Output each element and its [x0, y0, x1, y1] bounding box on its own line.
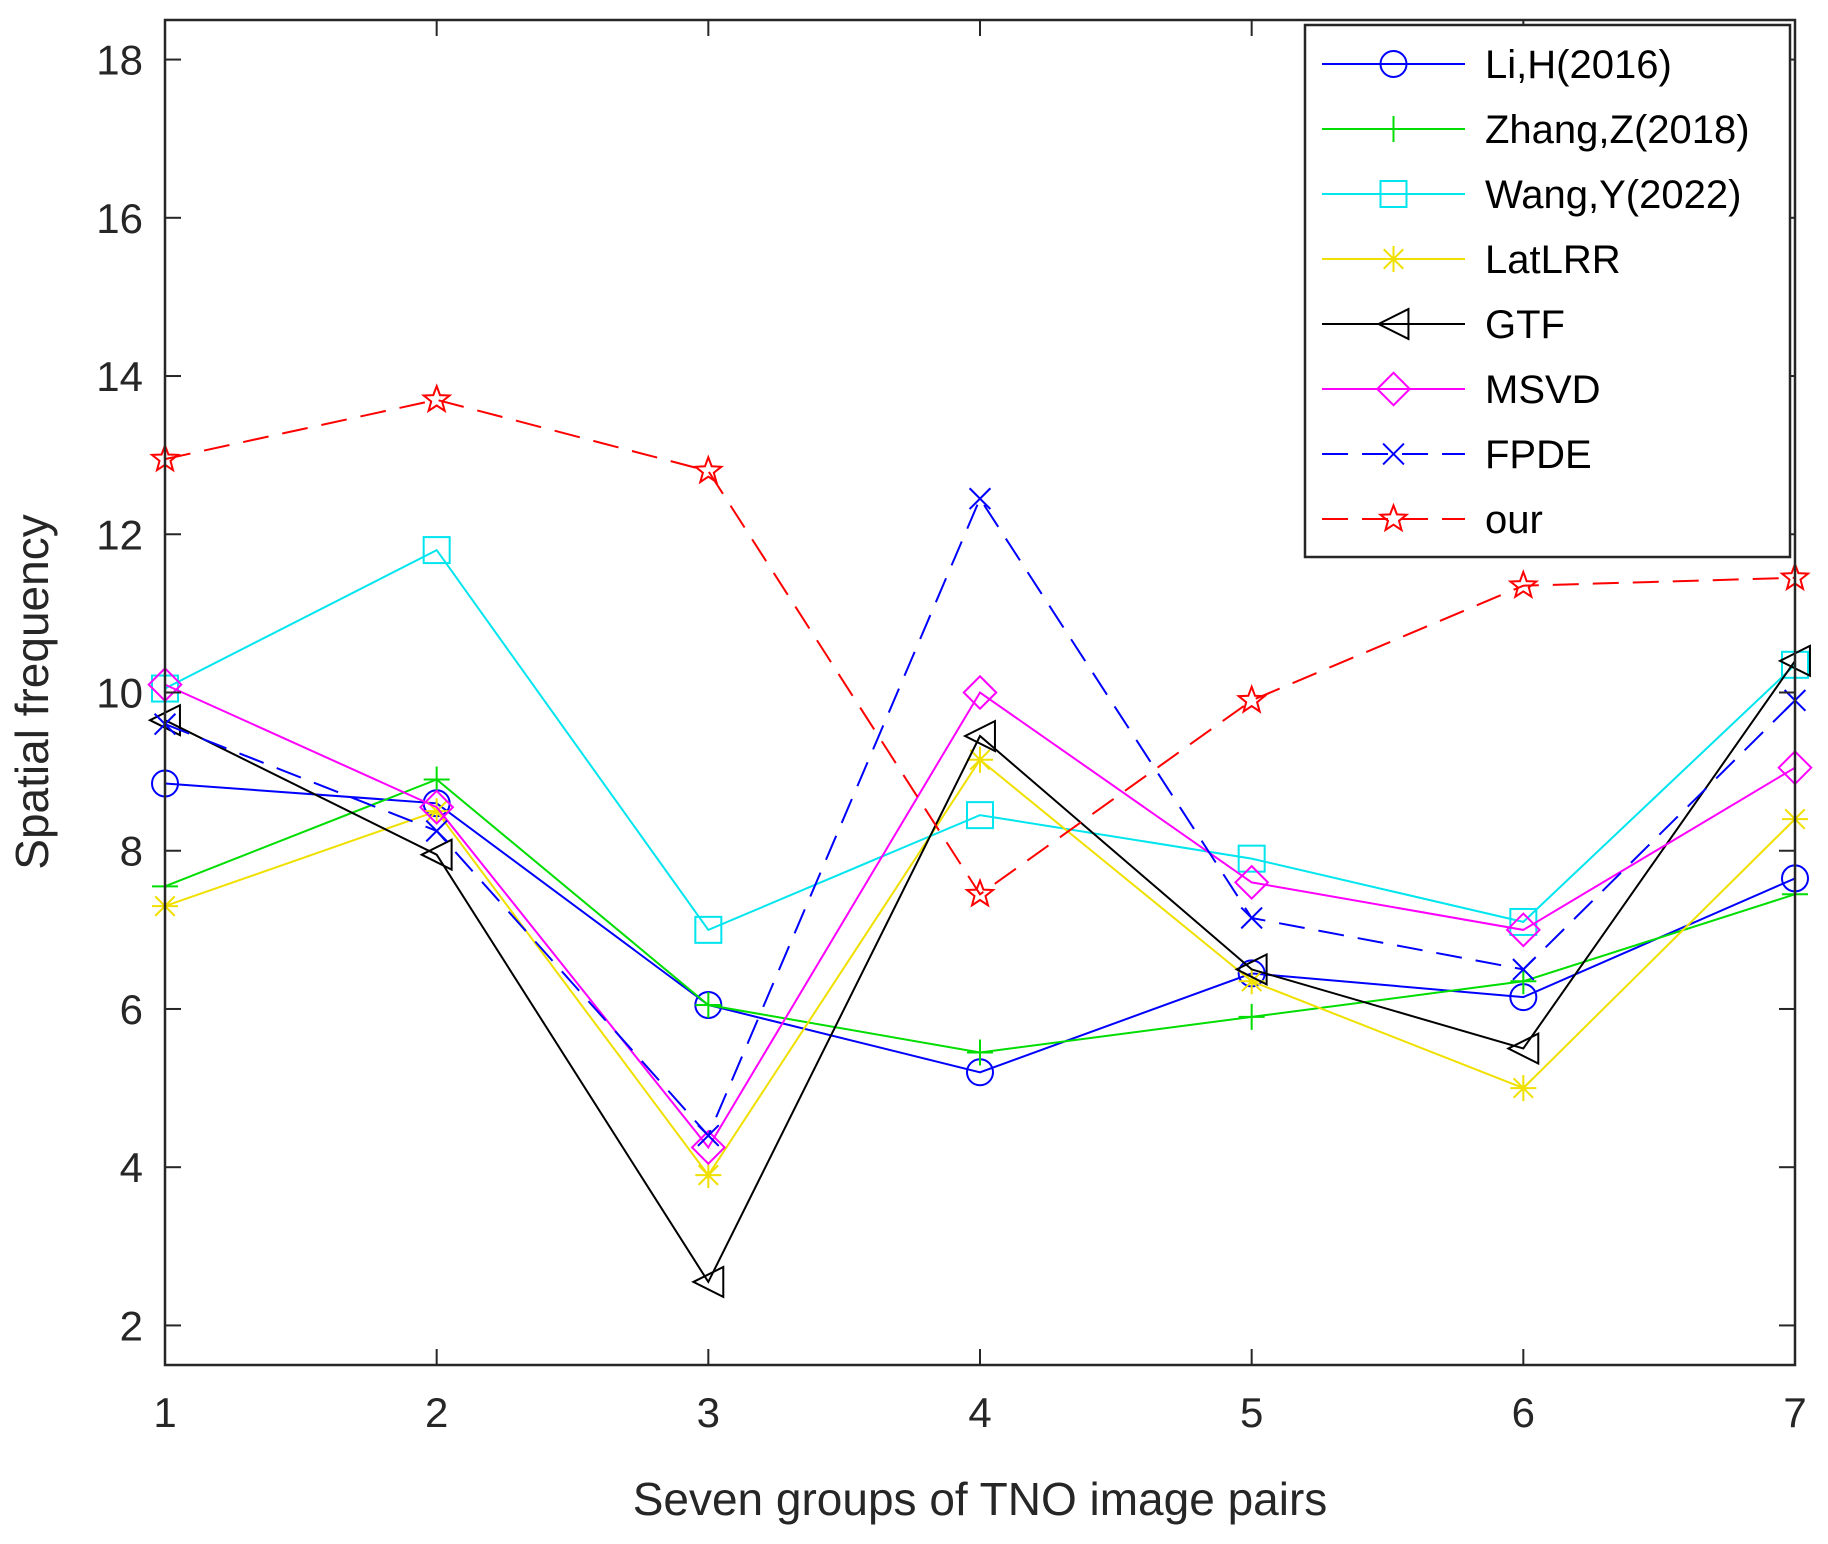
y-tick-label: 12: [96, 511, 143, 558]
y-axis-label: Spatial frequency: [6, 514, 58, 869]
y-tick-label: 8: [120, 828, 143, 875]
data-point: [1506, 1031, 1540, 1066]
data-point: [968, 487, 992, 510]
series-latlrr: [152, 746, 1808, 1189]
legend-item-li-h-2016: Li,H(2016): [1322, 43, 1672, 87]
series-line: [164, 660, 1796, 1284]
y-tick-label: 4: [120, 1144, 143, 1191]
y-tick-label: 18: [96, 37, 143, 84]
data-point: [1235, 683, 1268, 714]
series-line: [164, 548, 1796, 932]
x-tick-label: 4: [968, 1389, 991, 1436]
series-line: [164, 398, 1796, 896]
data-point: [1237, 844, 1266, 873]
data-point: [419, 789, 455, 825]
series-line: [164, 683, 1796, 1150]
legend-label: Li,H(2016): [1485, 43, 1672, 87]
series-layer: [147, 383, 1813, 1299]
data-point: [967, 746, 993, 773]
data-point: [1238, 1003, 1265, 1030]
x-tick-label: 6: [1512, 1389, 1535, 1436]
legend-label: LatLRR: [1485, 238, 1621, 282]
x-tick-label: 7: [1783, 1389, 1806, 1436]
legend-item-gtf: GTF: [1322, 303, 1565, 347]
data-point: [1510, 968, 1537, 995]
data-point: [1240, 906, 1263, 930]
data-point: [962, 674, 998, 711]
legend-item-fpde: FPDE: [1322, 433, 1592, 477]
data-point: [695, 1162, 722, 1189]
y-tick-label: 2: [120, 1302, 143, 1349]
legend-box: [1303, 23, 1792, 559]
legend-marker: [1379, 180, 1408, 208]
data-point: [422, 536, 451, 565]
legend-label: FPDE: [1485, 433, 1592, 477]
legend-marker: [1376, 307, 1410, 341]
legend-item-wang-y-2022: Wang,Y(2022): [1322, 173, 1741, 217]
data-point: [694, 915, 723, 944]
data-point: [1505, 912, 1541, 948]
legend-marker: [1377, 502, 1410, 533]
data-point: [967, 1039, 993, 1066]
x-tick-label: 3: [697, 1389, 720, 1436]
legend: Li,H(2016) Zhang,Z(2018) Wang,Y(2022) LatLR…: [1303, 23, 1792, 559]
data-point: [419, 838, 453, 872]
data-point: [695, 992, 722, 1019]
y-tick-label: 10: [96, 670, 143, 717]
data-point: [964, 877, 996, 908]
legend-label: GTF: [1485, 303, 1565, 347]
data-point: [962, 719, 996, 753]
data-point: [423, 766, 450, 793]
legend-marker: [1380, 246, 1407, 272]
legend-marker: [1379, 50, 1408, 78]
data-point: [692, 454, 725, 485]
legend-label: Zhang,Z(2018): [1485, 108, 1750, 152]
data-point: [1512, 958, 1535, 981]
legend-item-our: our: [1322, 498, 1543, 542]
y-tick-label: 16: [96, 195, 143, 242]
legend-marker: [1382, 442, 1405, 466]
legend-items: Li,H(2016) Zhang,Z(2018) Wang,Y(2022) LatLR…: [1322, 43, 1750, 542]
legend-marker: [1375, 371, 1412, 407]
data-point: [420, 383, 453, 414]
legend-item-msvd: MSVD: [1322, 368, 1601, 412]
data-point: [1234, 864, 1270, 901]
legend-item-latlrr: LatLRR: [1322, 238, 1621, 282]
data-point: [425, 819, 448, 843]
x-tick-label: 1: [153, 1389, 176, 1436]
data-point: [966, 801, 994, 830]
data-point: [1234, 952, 1268, 986]
data-point: [1238, 968, 1265, 995]
series-msvd: [147, 666, 1813, 1166]
legend-label: Wang,Y(2022): [1485, 173, 1741, 217]
y-tick-label: 6: [120, 986, 143, 1033]
legend-item-zhang-z-2018: Zhang,Z(2018): [1322, 108, 1750, 152]
x-tick-label: 2: [425, 1389, 448, 1436]
data-point: [690, 1129, 726, 1166]
y-tick-label: 14: [96, 353, 143, 400]
data-point: [1507, 569, 1540, 600]
data-point: [697, 1124, 720, 1147]
data-point: [423, 798, 450, 825]
legend-label: MSVD: [1485, 368, 1601, 412]
data-point: [691, 1265, 725, 1299]
x-tick-label: 5: [1240, 1389, 1263, 1436]
legend-marker: [1380, 116, 1407, 142]
data-point: [1510, 1075, 1537, 1102]
x-axis-label: Seven groups of TNO image pairs: [633, 1473, 1328, 1525]
legend-label: our: [1485, 498, 1543, 542]
